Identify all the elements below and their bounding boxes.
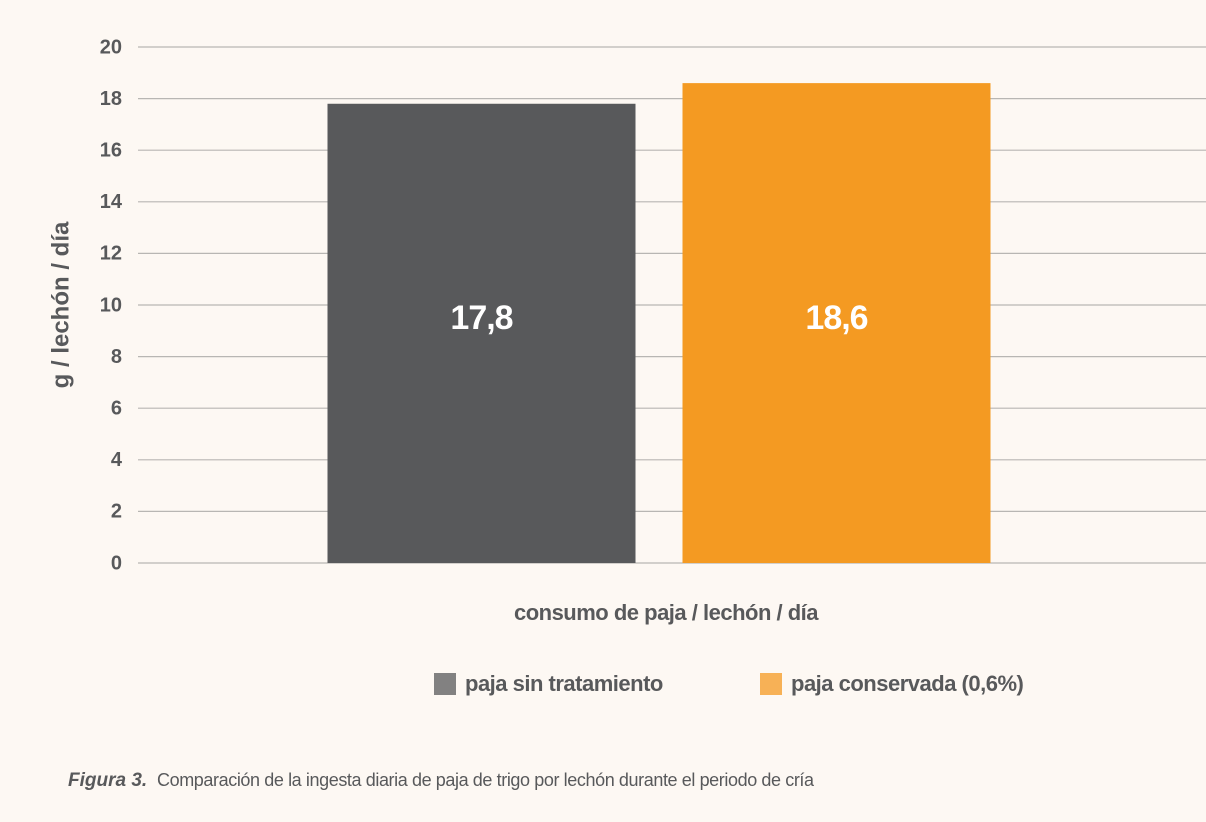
x-axis-label: consumo de paja / lechón / día: [514, 600, 819, 625]
y-tick-label: 14: [100, 191, 123, 213]
bar: [682, 83, 991, 564]
y-tick-label: 10: [100, 294, 122, 316]
value-label: 18,6: [805, 299, 867, 337]
y-tick-label: 2: [111, 501, 122, 523]
y-tick-label: 4: [111, 449, 123, 471]
caption: Comparación de la ingesta diaria de paja…: [157, 770, 815, 790]
legend-swatch: [760, 673, 782, 695]
y-tick-label: 0: [111, 552, 122, 574]
y-tick-label: 18: [100, 88, 122, 110]
y-tick-label: 16: [100, 139, 122, 161]
legend-label: paja conservada (0,6%): [791, 671, 1024, 696]
value-label: 17,8: [450, 299, 512, 337]
y-axis-label: g / lechón / día: [47, 221, 74, 388]
bar: [327, 103, 636, 563]
caption-label: Figura 3.: [68, 770, 147, 791]
legend-swatch: [434, 673, 456, 695]
y-tick-label: 12: [100, 243, 122, 265]
legend-label: paja sin tratamiento: [465, 671, 663, 696]
y-tick-label: 6: [111, 397, 122, 419]
y-tick-label: 20: [100, 36, 122, 58]
y-tick-label: 8: [111, 346, 122, 368]
